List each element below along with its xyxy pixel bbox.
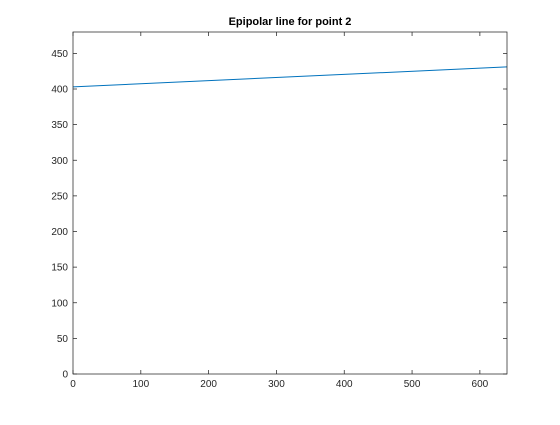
y-tick-label: 250 (51, 191, 68, 202)
x-tick-label: 400 (336, 379, 353, 390)
y-tick-label: 200 (51, 227, 68, 238)
x-tick-label: 100 (132, 379, 149, 390)
y-tick-label: 150 (51, 263, 68, 274)
plot-area (73, 32, 507, 374)
plot-frame (72, 31, 508, 375)
x-tick-label: 500 (404, 379, 421, 390)
axis-layer: 0 100 200 300 400 500 600 0 50 100 150 200 250 300 350… (51, 32, 507, 390)
y-tick-label: 100 (51, 298, 68, 309)
y-tick-label: 400 (51, 85, 68, 96)
y-tick-label: 50 (57, 334, 69, 345)
x-tick-label: 0 (70, 379, 76, 390)
x-tick-label: 200 (200, 379, 217, 390)
x-tick-label: 600 (472, 379, 489, 390)
y-tick-label: 300 (51, 156, 68, 167)
y-tick-label: 350 (51, 120, 68, 131)
y-tick-label: 450 (51, 49, 68, 60)
y-tick-label: 0 (62, 370, 68, 381)
epipolar-line (72, 66, 508, 88)
series-layer (72, 66, 508, 88)
x-tick-label: 300 (268, 379, 285, 390)
chart-title: Epipolar line for point 2 (229, 16, 352, 28)
